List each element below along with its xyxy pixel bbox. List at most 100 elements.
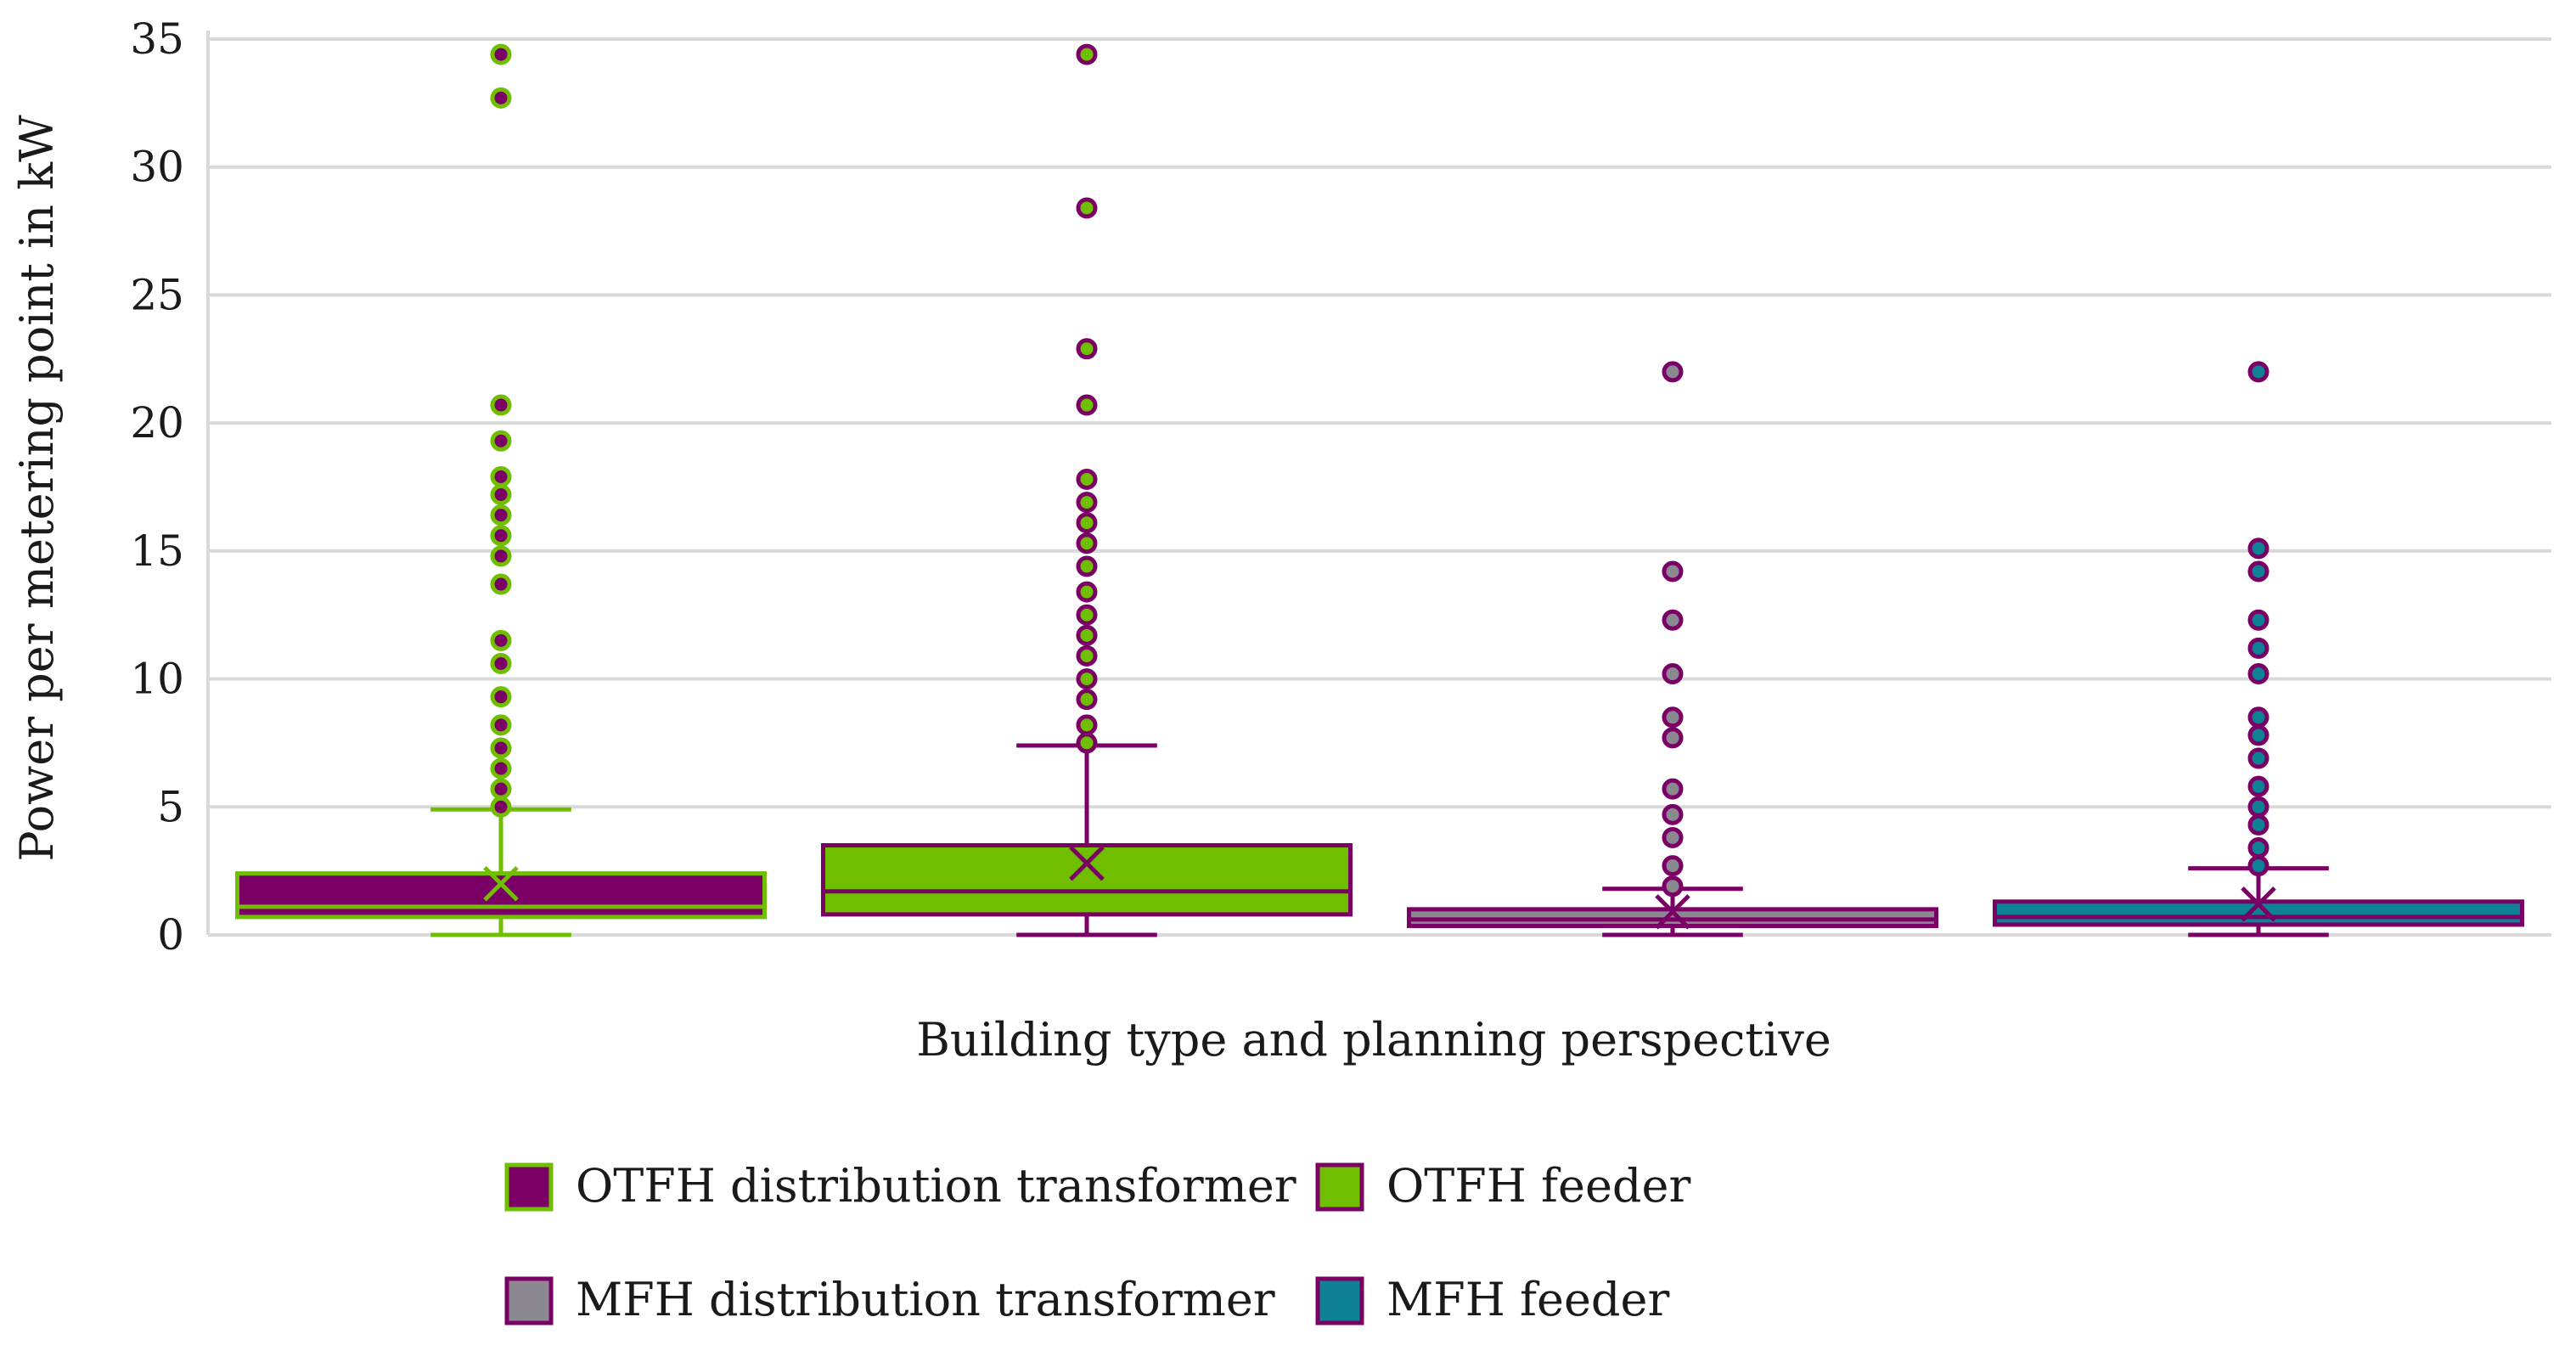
outlier-point [490, 796, 512, 818]
outlier-point [1076, 668, 1098, 690]
y-tick-label-15: 15 [130, 526, 184, 576]
outlier-point [1076, 689, 1098, 711]
outlier-point [1076, 604, 1098, 626]
outlier-point [1076, 197, 1098, 219]
outlier-point [1662, 361, 1684, 383]
box-series [235, 43, 2524, 937]
outlier-point [490, 573, 512, 595]
legend-item-mfh-distribution-transformer: MFH distribution transformer [504, 1273, 1275, 1326]
outlier-point [490, 430, 512, 452]
y-tick-label-25: 25 [130, 270, 184, 319]
outlier-point [1662, 663, 1684, 685]
y-tick-label-20: 20 [130, 398, 184, 447]
outlier-point [1662, 875, 1684, 898]
outlier-point [490, 43, 512, 65]
outlier-point [1076, 581, 1098, 603]
box-iqr [235, 871, 767, 920]
outlier-point [490, 504, 512, 526]
outlier-point [1076, 644, 1098, 667]
outlier-point [2247, 724, 2269, 746]
y-tick-label-0: 0 [157, 910, 184, 960]
outlier-point [490, 465, 512, 487]
outlier-point [2247, 663, 2269, 685]
box-group-otfh-feeder [821, 43, 1353, 937]
legend-item-otfh-feeder: OTFH feeder [1315, 1159, 1690, 1213]
x-axis-title: Building type and planning perspective [916, 1013, 1831, 1066]
outlier-point [490, 714, 512, 736]
outlier-point [490, 629, 512, 651]
outlier-point [2247, 361, 2269, 383]
outlier-point [2247, 706, 2269, 729]
outlier-point [490, 545, 512, 567]
outlier-point [2247, 637, 2269, 659]
outlier-point [490, 778, 512, 800]
box-iqr [821, 843, 1353, 917]
outlier-point [2247, 537, 2269, 560]
outlier-point [2247, 747, 2269, 769]
outlier-point [1076, 512, 1098, 534]
outlier-point [490, 87, 512, 109]
mean-marker [2241, 886, 2276, 922]
outlier-point [1076, 714, 1098, 736]
outlier-point [1076, 532, 1098, 554]
outlier-point [1662, 778, 1684, 800]
outlier-point [1076, 492, 1098, 514]
legend-label-mfh-distribution-transformer: MFH distribution transformer [576, 1273, 1275, 1326]
outlier-point [1076, 624, 1098, 646]
y-tick-label-10: 10 [130, 655, 184, 704]
mean-marker [483, 865, 519, 902]
legend-swatch-otfh-feeder [1315, 1162, 1364, 1212]
box-group-mfh-feeder [1993, 361, 2524, 937]
outlier-point [2247, 855, 2269, 877]
outlier-point [1662, 609, 1684, 631]
outlier-point [1076, 394, 1098, 416]
y-axis-title: Power per metering point in kW [10, 115, 64, 862]
outlier-point [1076, 338, 1098, 360]
legend-item-otfh-distribution-transformer: OTFH distribution transformer [504, 1159, 1296, 1213]
outlier-point [1076, 732, 1098, 754]
outlier-point [490, 652, 512, 674]
outlier-point [2247, 796, 2269, 818]
mean-marker-stroke [1069, 845, 1105, 881]
outlier-point [1662, 727, 1684, 749]
outlier-point [2247, 813, 2269, 836]
legend-swatch-otfh-distribution-transformer [504, 1162, 554, 1212]
legend-swatch-mfh-feeder [1315, 1276, 1364, 1325]
mean-marker-stroke [483, 865, 519, 902]
legend-label-mfh-feeder: MFH feeder [1386, 1273, 1669, 1326]
outlier-point [2247, 837, 2269, 859]
outlier-point [490, 737, 512, 759]
outlier-point [1662, 803, 1684, 825]
outlier-point [1662, 855, 1684, 877]
legend-label-otfh-distribution-transformer: OTFH distribution transformer [576, 1159, 1296, 1213]
y-tick-label-30: 30 [130, 143, 184, 192]
outlier-point [2247, 609, 2269, 631]
outlier-point [2247, 775, 2269, 797]
outlier-point [1662, 560, 1684, 582]
mean-marker [1655, 894, 1690, 930]
box-group-mfh-distribution-transformer [1407, 361, 1938, 937]
outlier-point [490, 757, 512, 779]
y-tick-label-5: 5 [157, 782, 184, 831]
legend-item-mfh-feeder: MFH feeder [1315, 1273, 1669, 1326]
legend-swatch-mfh-distribution-transformer [504, 1276, 554, 1325]
gridlines [206, 31, 2551, 937]
outlier-point [1662, 826, 1684, 848]
outlier-point [1662, 706, 1684, 729]
outlier-point [490, 394, 512, 416]
y-axis-ticks: 0 5 10 15 20 25 30 35 [130, 14, 184, 960]
outlier-point [2247, 560, 2269, 582]
mean-marker-stroke [2241, 886, 2276, 922]
y-tick-label-35: 35 [130, 14, 184, 64]
box-group-otfh-distribution-transformer [235, 43, 767, 937]
outlier-point [490, 484, 512, 506]
mean-marker [1069, 845, 1105, 881]
outlier-point [1076, 43, 1098, 65]
outlier-point [1076, 468, 1098, 490]
outlier-point [1076, 555, 1098, 577]
outlier-point [490, 525, 512, 547]
mean-marker-stroke [1655, 894, 1690, 930]
legend: OTFH distribution transformer OTFH feede… [504, 1159, 1690, 1326]
outlier-point [490, 686, 512, 708]
